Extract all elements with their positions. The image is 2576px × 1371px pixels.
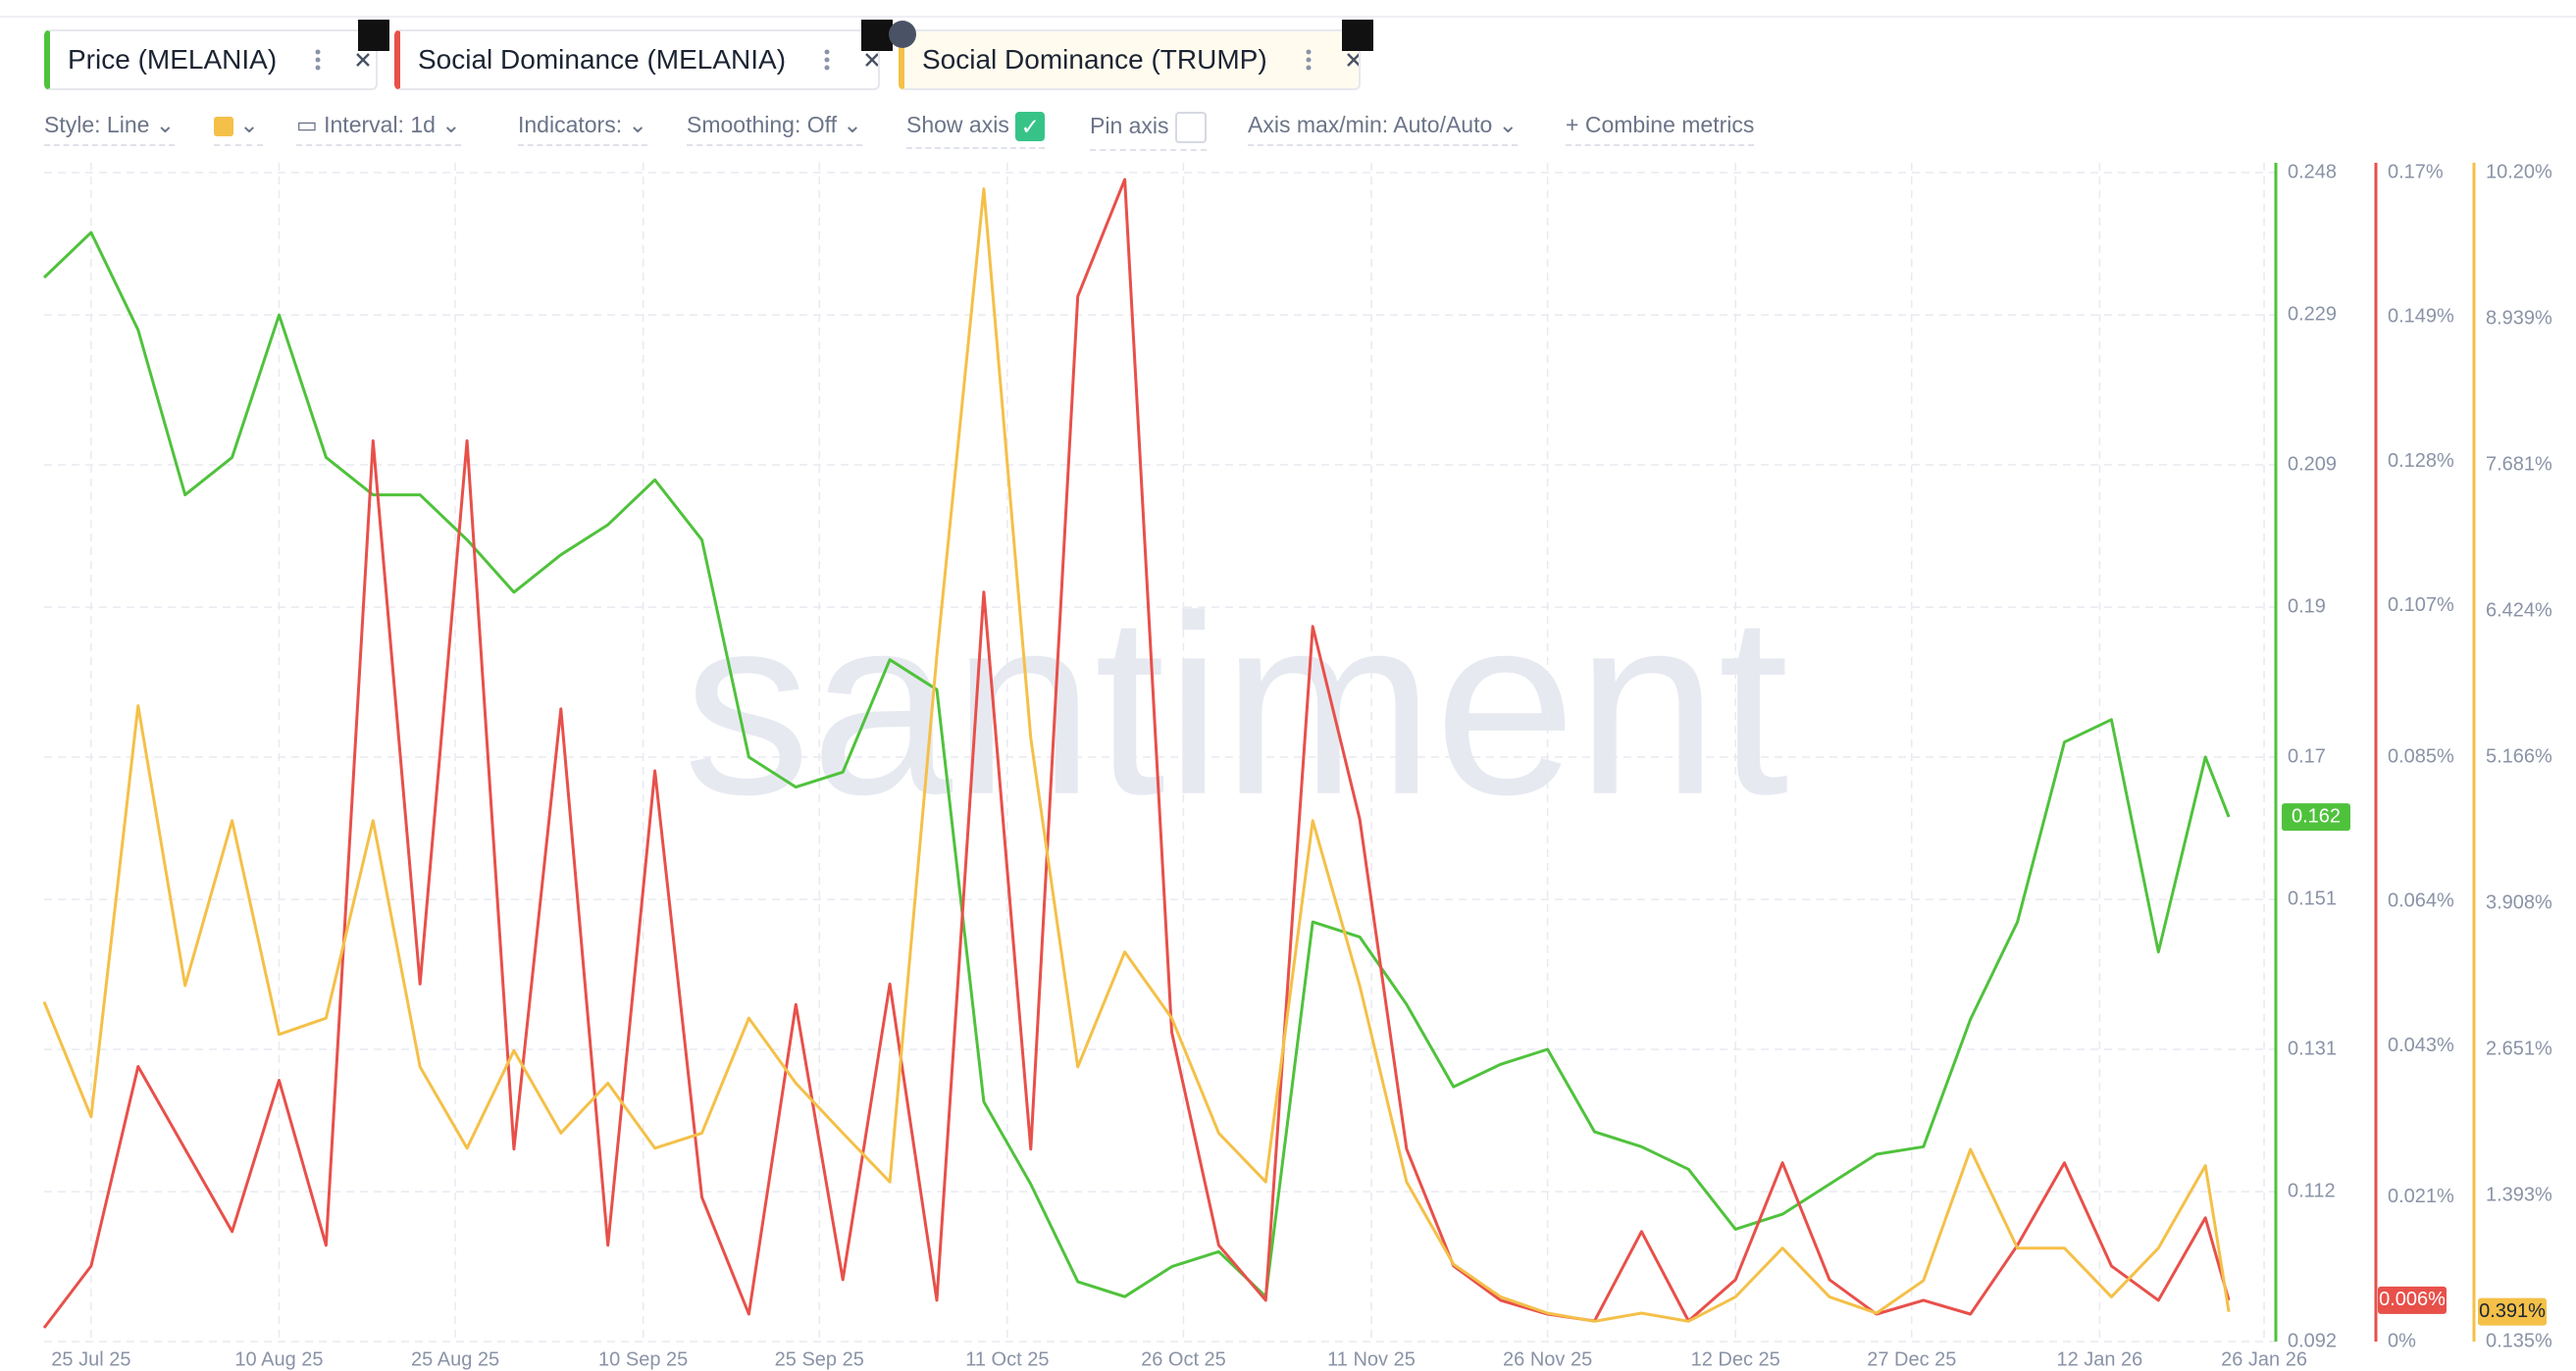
y-tick-label: 0.021% [2388, 1186, 2454, 1207]
y-tick-label: 5.166% [2486, 745, 2552, 767]
tab-icons[interactable] [304, 45, 376, 75]
x-tick-label: 25 Aug 25 [411, 1348, 499, 1370]
metric-tab[interactable]: Price (MELANIA) [44, 29, 378, 90]
x-tick-label: 27 Dec 25 [1867, 1348, 1956, 1370]
y-tick-label: 6.424% [2486, 599, 2552, 621]
show-axis[interactable]: Show axis ✓ [906, 112, 1046, 149]
top-border [0, 16, 2576, 18]
y-tick-label: 0.19 [2288, 595, 2326, 617]
toolbar-text: Interval: 1d [324, 112, 436, 137]
x-tick-label: 10 Sep 25 [598, 1348, 688, 1370]
combine-metrics[interactable]: + Combine metrics [1566, 112, 1755, 146]
interval-select[interactable]: ▭ Interval: 1d ⌄ [296, 112, 461, 146]
series-line [42, 178, 2231, 1329]
y-tick-label: 0.17% [2388, 161, 2444, 182]
y-tick-label: 0.131 [2288, 1038, 2337, 1059]
series-line [42, 230, 2231, 1298]
badge-bg [2478, 1297, 2547, 1326]
x-tick-label: 26 Nov 25 [1503, 1348, 1592, 1370]
toolbar-text: Axis max/min: Auto/Auto [1248, 112, 1493, 137]
y-tick-label: 7.681% [2486, 454, 2552, 476]
x-tick-label: 10 Aug 25 [234, 1348, 323, 1370]
y-tick-label: 0.128% [2388, 450, 2454, 472]
smoothing-select[interactable]: Smoothing: Off ⌄ [687, 112, 862, 146]
y-tick-label: 0.064% [2388, 890, 2454, 912]
toolbar-text: Show axis [906, 112, 1009, 138]
badge-bg [2378, 1286, 2447, 1314]
badge-label: 0.391% [2479, 1300, 2546, 1322]
series-line [42, 187, 2231, 1323]
style-select[interactable]: Style: Line ⌄ [44, 112, 176, 146]
y-tick-label: 0.209 [2288, 453, 2337, 475]
toolbar-text: Smoothing: Off [687, 112, 837, 137]
watermark: santiment [683, 564, 1789, 848]
metric-tab[interactable]: Social Dominance (TRUMP) [899, 29, 1361, 90]
x-tick-label: 11 Nov 25 [1327, 1348, 1416, 1370]
tab-icons[interactable] [1295, 45, 1359, 75]
y-tick-label: 10.20% [2486, 161, 2552, 182]
last-value-badge: 0.391% [2478, 1297, 2547, 1326]
tab-icons[interactable] [813, 45, 878, 75]
axis-range[interactable]: Axis max/min: Auto/Auto ⌄ [1248, 112, 1518, 146]
y-tick-label: 0.107% [2388, 594, 2454, 616]
y-tick-label: 2.651% [2486, 1038, 2552, 1059]
y-tick-label: 0% [2388, 1330, 2416, 1351]
y-tick-label: 0.248 [2288, 161, 2337, 182]
y-tick-label: 0.17 [2288, 745, 2326, 767]
x-tick-label: 26 Jan 26 [2221, 1348, 2307, 1370]
badge-label: 0.162 [2292, 805, 2341, 827]
toolbar-text: Style: Line [44, 112, 150, 137]
metric-name: Price (MELANIA) [68, 44, 278, 75]
y-tick-label: 0.229 [2288, 303, 2337, 325]
y-tick-label: 0.043% [2388, 1035, 2454, 1056]
metric-name: Social Dominance (MELANIA) [418, 44, 787, 75]
x-tick-label: 25 Sep 25 [775, 1348, 864, 1370]
metric-tab[interactable]: Social Dominance (MELANIA) [394, 29, 880, 90]
color-select[interactable]: ⌄ [214, 112, 263, 146]
badge-label: 0.006% [2379, 1289, 2446, 1310]
x-tick-label: 26 Oct 25 [1141, 1348, 1226, 1370]
y-tick-label: 0.085% [2388, 745, 2454, 767]
y-tick-label: 0.151 [2288, 888, 2337, 909]
metric-name: Social Dominance (TRUMP) [922, 44, 1267, 75]
x-tick-label: 12 Dec 25 [1691, 1348, 1780, 1370]
toolbar-text: Pin axis [1090, 113, 1169, 139]
y-tick-label: 0.112 [2288, 1180, 2336, 1201]
y-tick-label: 0.135% [2486, 1330, 2552, 1351]
badges [358, 20, 1373, 51]
last-value-badge: 0.006% [2378, 1286, 2447, 1314]
badge-bg [2282, 803, 2350, 832]
toolbar-text: Combine metrics [1584, 112, 1755, 137]
y-tick-label: 0.149% [2388, 306, 2454, 328]
x-tick-label: 12 Jan 26 [2056, 1348, 2142, 1370]
y-tick-label: 1.393% [2486, 1184, 2552, 1205]
y-tick-label: 8.939% [2486, 308, 2552, 330]
y-tick-label: 3.908% [2486, 891, 2552, 913]
pin-axis[interactable]: Pin axis [1090, 112, 1207, 151]
x-tick-label: 11 Oct 25 [965, 1348, 1049, 1370]
last-value-badge: 0.162 [2282, 803, 2350, 832]
toolbar-text: Indicators: [518, 112, 623, 137]
x-tick-label: 25 Jul 25 [51, 1348, 130, 1370]
y-tick-label: 0.092 [2288, 1330, 2337, 1351]
indicators-select[interactable]: Indicators: ⌄ [518, 112, 647, 146]
